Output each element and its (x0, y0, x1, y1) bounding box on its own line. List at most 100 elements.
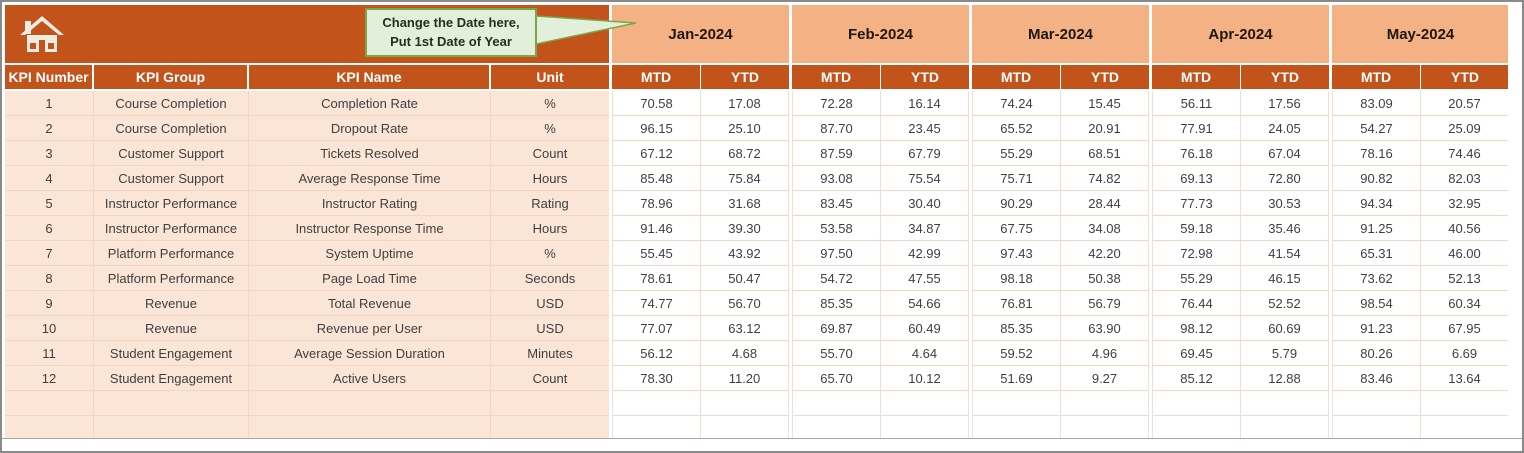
mtd-value-cell[interactable]: 80.26 (1333, 341, 1421, 365)
column-header-ytd[interactable]: YTD (881, 65, 969, 89)
mtd-value-cell[interactable]: 85.35 (973, 316, 1061, 340)
ytd-value-cell[interactable]: 4.96 (1091, 345, 1118, 361)
mtd-value-cell[interactable]: 97.50 (793, 241, 881, 265)
empty-cell[interactable] (1241, 416, 1328, 440)
empty-cell[interactable] (491, 391, 609, 415)
ytd-value-cell[interactable]: 28.44 (1088, 195, 1121, 211)
mtd-value-cell[interactable]: 59.18 (1153, 216, 1241, 240)
kpi-group-cell[interactable]: Instructor Performance (94, 216, 249, 240)
ytd-value-cell[interactable]: 74.46 (1448, 145, 1481, 161)
unit-cell[interactable]: USD (536, 320, 564, 336)
ytd-value-cell[interactable]: 60.49 (908, 320, 941, 336)
kpi-number-cell[interactable]: 5 (5, 191, 94, 215)
mtd-value-cell[interactable]: 87.59 (793, 141, 881, 165)
empty-cell[interactable] (249, 391, 491, 415)
ytd-value-cell[interactable]: 11.20 (728, 370, 761, 386)
empty-cell[interactable] (1333, 391, 1421, 415)
mtd-value-cell[interactable]: 76.81 (973, 291, 1061, 315)
unit-cell[interactable]: Rating (531, 195, 569, 211)
ytd-value-cell[interactable]: 17.56 (1268, 95, 1301, 111)
empty-cell[interactable] (1421, 391, 1508, 415)
kpi-group-cell[interactable]: Student Engagement (94, 341, 249, 365)
kpi-group-cell[interactable]: Platform Performance (94, 266, 249, 290)
mtd-value-cell[interactable]: 94.34 (1333, 191, 1421, 215)
kpi-group-cell[interactable]: Course Completion (94, 116, 249, 140)
mtd-value-cell[interactable]: 72.98 (1153, 241, 1241, 265)
mtd-value-cell[interactable]: 54.72 (793, 266, 881, 290)
mtd-value-cell[interactable]: 85.12 (1153, 366, 1241, 390)
empty-cell[interactable] (94, 416, 249, 440)
mtd-value-cell[interactable]: 78.61 (613, 266, 701, 290)
ytd-value-cell[interactable]: 56.79 (1088, 295, 1121, 311)
empty-cell[interactable] (613, 416, 701, 440)
ytd-value-cell[interactable]: 17.08 (728, 95, 761, 111)
column-header-kpi-number[interactable]: KPI Number (5, 65, 92, 89)
unit-cell[interactable]: Hours (532, 170, 568, 186)
ytd-value-cell[interactable]: 23.45 (908, 120, 941, 136)
ytd-value-cell[interactable]: 20.91 (1088, 120, 1121, 136)
empty-cell[interactable] (881, 391, 968, 415)
unit-cell[interactable]: USD (536, 295, 564, 311)
empty-cell[interactable] (1153, 391, 1241, 415)
empty-cell[interactable] (881, 416, 968, 440)
empty-cell[interactable] (793, 416, 881, 440)
ytd-value-cell[interactable]: 6.69 (1451, 345, 1478, 361)
ytd-value-cell[interactable]: 41.54 (1268, 245, 1301, 261)
mtd-value-cell[interactable]: 87.70 (793, 116, 881, 140)
ytd-value-cell[interactable]: 42.20 (1088, 245, 1121, 261)
kpi-name-cell[interactable]: Instructor Rating (249, 191, 491, 215)
empty-cell[interactable] (793, 391, 881, 415)
kpi-number-cell[interactable]: 12 (5, 366, 94, 390)
column-header-ytd[interactable]: YTD (701, 65, 789, 89)
mtd-value-cell[interactable]: 55.70 (793, 341, 881, 365)
kpi-number-cell[interactable]: 1 (5, 91, 94, 115)
unit-cell[interactable]: % (544, 120, 556, 136)
mtd-value-cell[interactable]: 76.44 (1153, 291, 1241, 315)
mtd-value-cell[interactable]: 70.58 (613, 91, 701, 115)
kpi-name-cell[interactable]: Average Response Time (249, 166, 491, 190)
mtd-value-cell[interactable]: 77.73 (1153, 191, 1241, 215)
mtd-value-cell[interactable]: 78.96 (613, 191, 701, 215)
mtd-value-cell[interactable]: 91.25 (1333, 216, 1421, 240)
mtd-value-cell[interactable]: 75.71 (973, 166, 1061, 190)
ytd-value-cell[interactable]: 68.51 (1088, 145, 1121, 161)
mtd-value-cell[interactable]: 53.58 (793, 216, 881, 240)
kpi-name-cell[interactable]: System Uptime (249, 241, 491, 265)
mtd-value-cell[interactable]: 78.16 (1333, 141, 1421, 165)
ytd-value-cell[interactable]: 72.80 (1268, 170, 1301, 186)
kpi-name-cell[interactable]: Revenue per User (249, 316, 491, 340)
empty-cell[interactable] (701, 391, 788, 415)
empty-cell[interactable] (1333, 416, 1421, 440)
ytd-value-cell[interactable]: 42.99 (908, 245, 941, 261)
kpi-name-cell[interactable]: Instructor Response Time (249, 216, 491, 240)
empty-cell[interactable] (1241, 391, 1328, 415)
mtd-value-cell[interactable]: 93.08 (793, 166, 881, 190)
ytd-value-cell[interactable]: 52.52 (1268, 295, 1301, 311)
mtd-value-cell[interactable]: 83.45 (793, 191, 881, 215)
kpi-name-cell[interactable]: Dropout Rate (249, 116, 491, 140)
kpi-number-cell[interactable]: 8 (5, 266, 94, 290)
mtd-value-cell[interactable]: 54.27 (1333, 116, 1421, 140)
ytd-value-cell[interactable]: 15.45 (1088, 95, 1121, 111)
ytd-value-cell[interactable]: 60.34 (1448, 295, 1481, 311)
empty-cell[interactable] (94, 391, 249, 415)
mtd-value-cell[interactable]: 76.18 (1153, 141, 1241, 165)
ytd-value-cell[interactable]: 35.46 (1268, 220, 1301, 236)
month-header-cell[interactable]: Jan-2024 (612, 5, 789, 63)
mtd-value-cell[interactable]: 72.28 (793, 91, 881, 115)
mtd-value-cell[interactable]: 65.52 (973, 116, 1061, 140)
column-header-mtd[interactable]: MTD (612, 65, 700, 89)
ytd-value-cell[interactable]: 67.04 (1268, 145, 1301, 161)
ytd-value-cell[interactable]: 4.68 (731, 345, 758, 361)
column-header-kpi-group[interactable]: KPI Group (94, 65, 247, 89)
mtd-value-cell[interactable]: 73.62 (1333, 266, 1421, 290)
kpi-number-cell[interactable]: 7 (5, 241, 94, 265)
column-header-ytd[interactable]: YTD (1061, 65, 1149, 89)
mtd-value-cell[interactable]: 77.91 (1153, 116, 1241, 140)
ytd-value-cell[interactable]: 25.09 (1448, 120, 1481, 136)
ytd-value-cell[interactable]: 40.56 (1448, 220, 1481, 236)
ytd-value-cell[interactable]: 67.79 (908, 145, 941, 161)
kpi-group-cell[interactable]: Course Completion (94, 91, 249, 115)
ytd-value-cell[interactable]: 10.12 (908, 370, 941, 386)
kpi-group-cell[interactable]: Instructor Performance (94, 191, 249, 215)
